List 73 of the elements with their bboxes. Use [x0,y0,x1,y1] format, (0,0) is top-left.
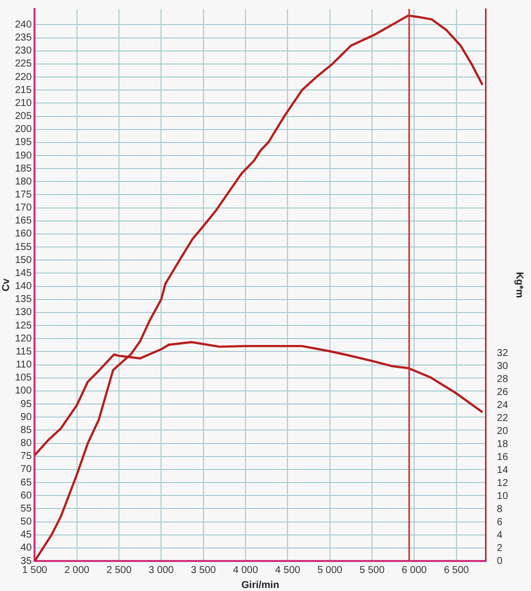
y-tick-label: 95 [20,398,32,410]
y-axis-title: Cv [0,278,12,292]
y2-tick-label: 16 [496,452,508,463]
y-tick-label: 145 [14,268,32,279]
y-tick-label: 220 [14,72,32,83]
y-tick-label: 50 [20,516,32,528]
y-tick-label: 190 [14,150,32,162]
y-tick-label: 110 [16,360,32,371]
y-tick-label: 195 [14,137,32,148]
y2-tick-label: 6 [496,516,503,528]
y-tick-label: 155 [14,242,32,253]
y-tick-label: 75 [20,451,32,462]
y-tick-label: 210 [14,98,32,109]
x-tick-label: 6 500 [444,564,470,576]
y-tick-label: 185 [14,163,32,174]
x-tick-label: 3 500 [190,564,216,576]
x-tick-label: 1 500 [22,564,48,576]
y-tick-label: 175 [14,189,32,200]
y-tick-label: 130 [14,307,32,318]
y-tick-label: 170 [14,202,32,214]
y-tick-label: 240 [14,19,32,30]
y2-tick-label: 10 [496,490,508,502]
y2-tick-label: 12 [496,478,508,489]
y2-tick-label: 8 [496,504,503,515]
y2-axis-title: Kg*m [513,272,524,298]
y-tick-label: 100 [14,386,32,397]
x-tick-label: 4 000 [233,564,258,576]
y-tick-label: 65 [20,477,32,488]
y2-tick-label: 28 [496,374,508,385]
y-tick-label: 105 [14,372,32,384]
y2-tick-label: 26 [496,386,508,398]
x-tick-label: 2 000 [64,564,90,576]
x-axis-title: Giri/min [241,580,280,591]
y-tick-label: 215 [14,84,32,96]
y-tick-label: 60 [20,490,32,502]
y-tick-label: 180 [14,176,32,188]
y-tick-label: 55 [20,503,32,514]
y-tick-label: 70 [20,464,32,476]
y2-tick-label: 22 [496,412,508,424]
y2-tick-label: 32 [496,348,508,359]
y-tick-label: 35 [20,556,32,567]
y-tick-label: 230 [14,46,32,57]
y2-tick-label: 24 [496,400,508,411]
y-tick-label: 125 [14,320,32,332]
y-tick-label: 200 [14,124,32,136]
y-tick-label: 235 [14,32,32,44]
x-tick-label: 3 000 [148,564,174,576]
y-tick-label: 225 [14,58,32,70]
y-tick-label: 115 [16,346,32,358]
y-tick-label: 140 [14,281,32,292]
y-tick-label: 135 [14,294,32,306]
y2-tick-label: 14 [496,464,508,476]
y-tick-label: 40 [20,542,32,554]
y-tick-label: 150 [14,254,32,266]
y2-tick-label: 30 [496,360,508,372]
y-tick-label: 165 [14,216,32,227]
x-tick-label: 4 500 [275,564,301,576]
y-tick-label: 45 [20,530,32,541]
x-tick-label: 5 500 [360,564,385,576]
y-tick-label: 160 [14,228,32,240]
y-tick-label: 90 [20,412,32,423]
y-tick-label: 80 [20,438,32,450]
x-tick-label: 2 500 [106,564,132,576]
y-tick-label: 120 [14,333,32,344]
y2-tick-label: 18 [496,438,508,450]
y-tick-label: 85 [20,424,32,436]
y2-tick-label: 0 [496,556,503,567]
y2-tick-label: 2 [496,542,503,554]
x-tick-label: 6 000 [402,564,428,576]
y2-tick-label: 20 [496,426,508,437]
y-tick-label: 205 [14,111,32,122]
y2-tick-label: 4 [496,530,503,541]
x-tick-label: 5 000 [317,564,343,576]
